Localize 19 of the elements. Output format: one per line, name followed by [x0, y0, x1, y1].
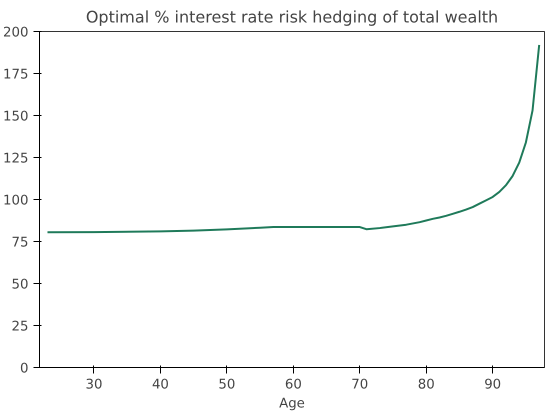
- chart-title: Optimal % interest rate risk hedging of total wealth: [86, 8, 498, 26]
- x-tick-label: 60: [284, 378, 302, 392]
- y-tick-label: 50: [12, 278, 29, 292]
- x-tick-label: 50: [218, 378, 236, 392]
- x-tick-label: 80: [418, 378, 435, 392]
- y-tick-label: 25: [12, 320, 29, 334]
- y-tick-label: 0: [20, 362, 29, 376]
- y-tick-label: 175: [3, 68, 29, 82]
- y-tick-label: 75: [12, 236, 29, 250]
- x-tick-label: 40: [152, 378, 169, 392]
- line-series: [46, 44, 540, 234]
- x-tick-label: 30: [86, 378, 102, 392]
- y-tick-label: 200: [3, 26, 29, 40]
- x-tick-label: 90: [484, 378, 502, 392]
- x-tick-label: 70: [351, 378, 368, 392]
- x-axis-title: Age: [279, 396, 305, 412]
- y-tick-label: 100: [3, 194, 29, 208]
- y-tick-label: 125: [3, 152, 29, 166]
- y-tick-label: 150: [3, 110, 29, 124]
